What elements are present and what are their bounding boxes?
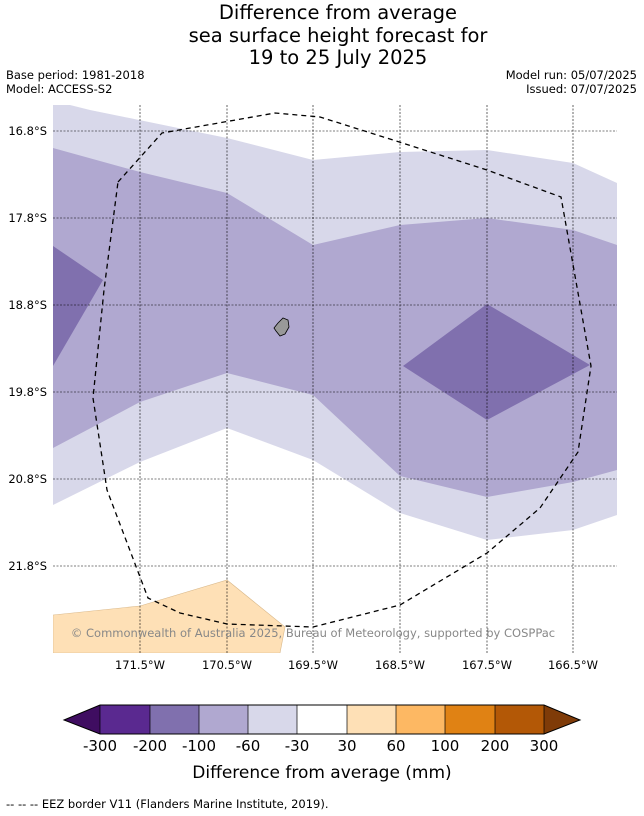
colorbar-swatch — [248, 705, 297, 734]
colorbar: -300 -200 -100 -60 -30 30 60 100 200 300… — [62, 704, 582, 783]
model-name: Model: ACCESS-S2 — [6, 82, 113, 96]
colorbar-label: Difference from average (mm) — [192, 763, 451, 783]
eez-border — [92, 112, 592, 628]
meta-right: Model run: 05/07/2025 Issued: 07/07/2025 — [506, 68, 637, 96]
colorbar-tick: -60 — [236, 737, 261, 755]
colorbar-tick: 200 — [481, 737, 510, 755]
lat-label: 16.8°S — [8, 124, 47, 138]
colorbar-tick: 30 — [337, 737, 356, 755]
colorbar-extend-high — [544, 705, 580, 734]
colorbar-swatch — [297, 705, 347, 734]
lat-label: 19.8°S — [8, 385, 47, 399]
model-run: Model run: 05/07/2025 — [505, 68, 637, 82]
lat-labels: 16.8°S 17.8°S 18.8°S 19.8°S 20.8°S 21.8°… — [8, 124, 47, 573]
lon-label: 169.5°W — [288, 658, 338, 672]
colorbar-dividers — [99, 705, 545, 734]
lat-label: 17.8°S — [8, 211, 47, 225]
anomaly-band-dark-east — [403, 304, 590, 420]
chart-title: Difference from average sea surface heig… — [0, 1, 644, 70]
colorbar-extend-low — [64, 705, 100, 734]
anomaly-band-positive — [53, 579, 286, 653]
colorbar-tick: 300 — [530, 737, 559, 755]
lon-label: 167.5°W — [462, 658, 512, 672]
colorbar-swatch — [150, 705, 199, 734]
anomaly-band-dark-west — [53, 246, 103, 366]
base-period: Base period: 1981-2018 — [6, 68, 145, 82]
footer-legend: -- -- -- EEZ border V11 (Flanders Marine… — [6, 797, 329, 811]
colorbar-tick: -30 — [285, 737, 310, 755]
meta-left: Base period: 1981-2018 Model: ACCESS-S2 — [6, 68, 145, 96]
colorbar-tick: 100 — [431, 737, 460, 755]
lon-label: 170.5°W — [202, 658, 252, 672]
colorbar-swatch — [199, 705, 248, 734]
copyright-watermark: © Commonwealth of Australia 2025, Bureau… — [71, 626, 555, 640]
island-niue — [273, 317, 290, 337]
lon-label: 171.5°W — [115, 658, 165, 672]
colorbar-swatch — [100, 705, 150, 734]
lon-label: 168.5°W — [375, 658, 425, 672]
title-line-3: 19 to 25 July 2025 — [248, 46, 428, 69]
colorbar-swatch — [396, 705, 445, 734]
colorbar-ticks: -300 -200 -100 -60 -30 30 60 100 200 300 — [83, 737, 558, 755]
colorbar-swatch — [495, 705, 544, 734]
issued-date: Issued: 07/07/2025 — [526, 82, 637, 96]
colorbar-swatch — [445, 705, 495, 734]
colorbar-swatch — [347, 705, 396, 734]
lon-label: 166.5°W — [548, 658, 598, 672]
colorbar-tick: -200 — [133, 737, 167, 755]
lon-labels: 171.5°W 170.5°W 169.5°W 168.5°W 167.5°W … — [115, 658, 598, 672]
colorbar-tick: 60 — [386, 737, 405, 755]
lat-label: 21.8°S — [8, 559, 47, 573]
lat-label: 20.8°S — [8, 472, 47, 486]
colorbar-tick: -100 — [182, 737, 216, 755]
colorbar-tick: -300 — [83, 737, 117, 755]
map-gridlines — [53, 105, 617, 653]
map-area — [53, 105, 617, 653]
title-line-2: sea surface height forecast for — [188, 23, 488, 47]
title-line-1: Difference from average — [218, 1, 458, 24]
lat-label: 18.8°S — [8, 298, 47, 312]
